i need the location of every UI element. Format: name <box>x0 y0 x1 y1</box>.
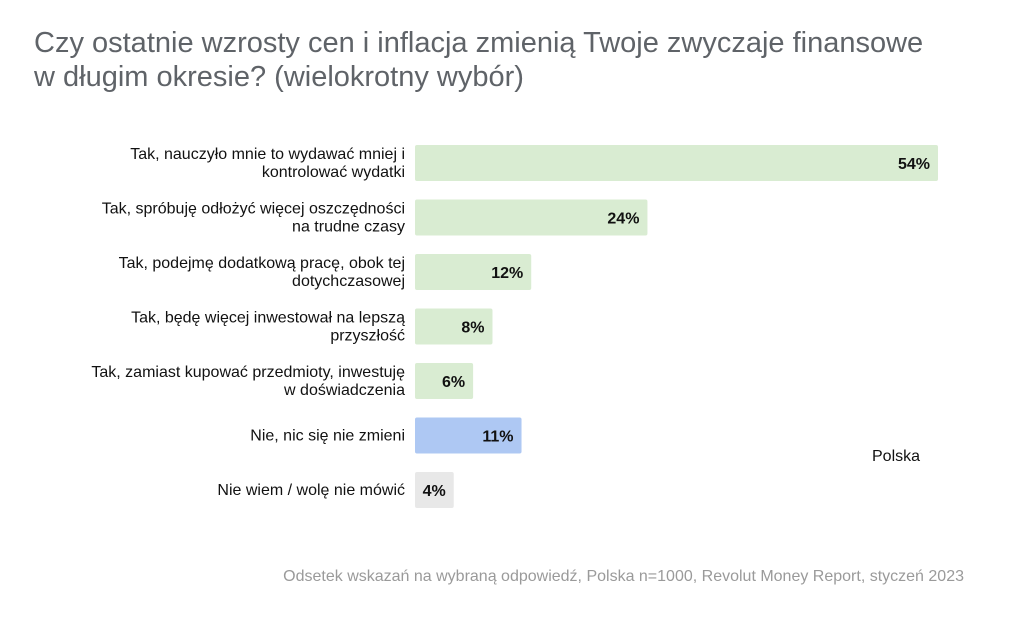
legend-label: Polska <box>872 448 921 465</box>
category-label-4: Tak, będę więcej inwestował na lepsząprz… <box>131 310 405 345</box>
bar-4 <box>415 308 493 345</box>
bar-6 <box>415 417 522 454</box>
labels-layer: 54% Tak, nauczyło mnie to wydawać mniej i… <box>91 146 930 500</box>
category-label-2: Tak, spróbuję odłożyć więcej oszczędnośc… <box>102 201 405 236</box>
bar-5 <box>415 363 474 399</box>
value-label-7: 4% <box>423 483 446 500</box>
footnote: Odsetek wskazań na wybraną odpowiedź, Po… <box>283 568 964 585</box>
category-label-3: Tak, podejmę dodatkową pracę, obok tejdo… <box>119 255 405 290</box>
value-label-4: 8% <box>461 320 484 337</box>
value-label-3: 12% <box>491 265 523 282</box>
bar-2 <box>415 199 648 236</box>
category-label-line: Nie, nic się nie zmieni <box>250 428 405 445</box>
bar-1 <box>415 145 938 181</box>
category-label-line: Tak, zamiast kupować przedmioty, inwestu… <box>91 364 405 381</box>
category-label-5: Tak, zamiast kupować przedmioty, inwestu… <box>91 364 405 399</box>
value-label-2: 24% <box>607 211 639 228</box>
category-label-line: Tak, nauczyło mnie to wydawać mniej i <box>130 146 405 163</box>
category-label-line: przyszłość <box>330 328 405 345</box>
bar-3 <box>415 254 532 290</box>
category-label-line: kontrolować wydatki <box>262 164 405 181</box>
category-label-line: dotychczasowej <box>292 273 405 290</box>
chart-title: Czy ostatnie wzrosty cen i inflacja zmie… <box>34 27 924 93</box>
category-label-7: Nie wiem / wolę nie mówić <box>217 482 405 499</box>
category-label-1: Tak, nauczyło mnie to wydawać mniej ikon… <box>130 146 405 181</box>
bar-7 <box>415 472 454 508</box>
category-label-line: Tak, podejmę dodatkową pracę, obok tej <box>119 255 405 272</box>
bars-layer <box>415 145 938 508</box>
category-label-6: Nie, nic się nie zmieni <box>250 428 405 445</box>
value-label-1: 54% <box>898 156 930 173</box>
category-label-line: Tak, będę więcej inwestował na lepszą <box>131 310 405 327</box>
value-label-6: 11% <box>482 429 513 446</box>
category-label-line: Tak, spróbuję odłożyć więcej oszczędnośc… <box>102 201 405 218</box>
category-label-line: na trudne czasy <box>292 219 405 236</box>
category-label-line: w doświadczenia <box>283 382 405 399</box>
value-label-5: 6% <box>442 374 465 391</box>
category-label-line: Nie wiem / wolę nie mówić <box>217 482 405 499</box>
